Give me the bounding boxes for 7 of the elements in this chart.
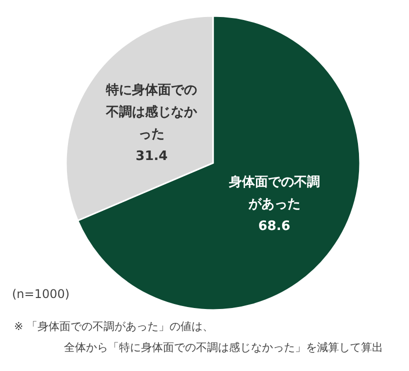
text: (n=1000): [12, 287, 70, 301]
text: 全体から「特に身体面での不調は感じなかった」を減算して算出: [64, 341, 383, 354]
slice-label: 身体面での不調があった: [228, 174, 320, 212]
slice-label: 特に身体面での不調は感じなかった: [105, 83, 198, 142]
data-label: 68.6: [258, 219, 290, 234]
data-label: 31.4: [136, 149, 168, 164]
text: ※ 「身体面での不調があった」の値は、: [14, 320, 214, 333]
